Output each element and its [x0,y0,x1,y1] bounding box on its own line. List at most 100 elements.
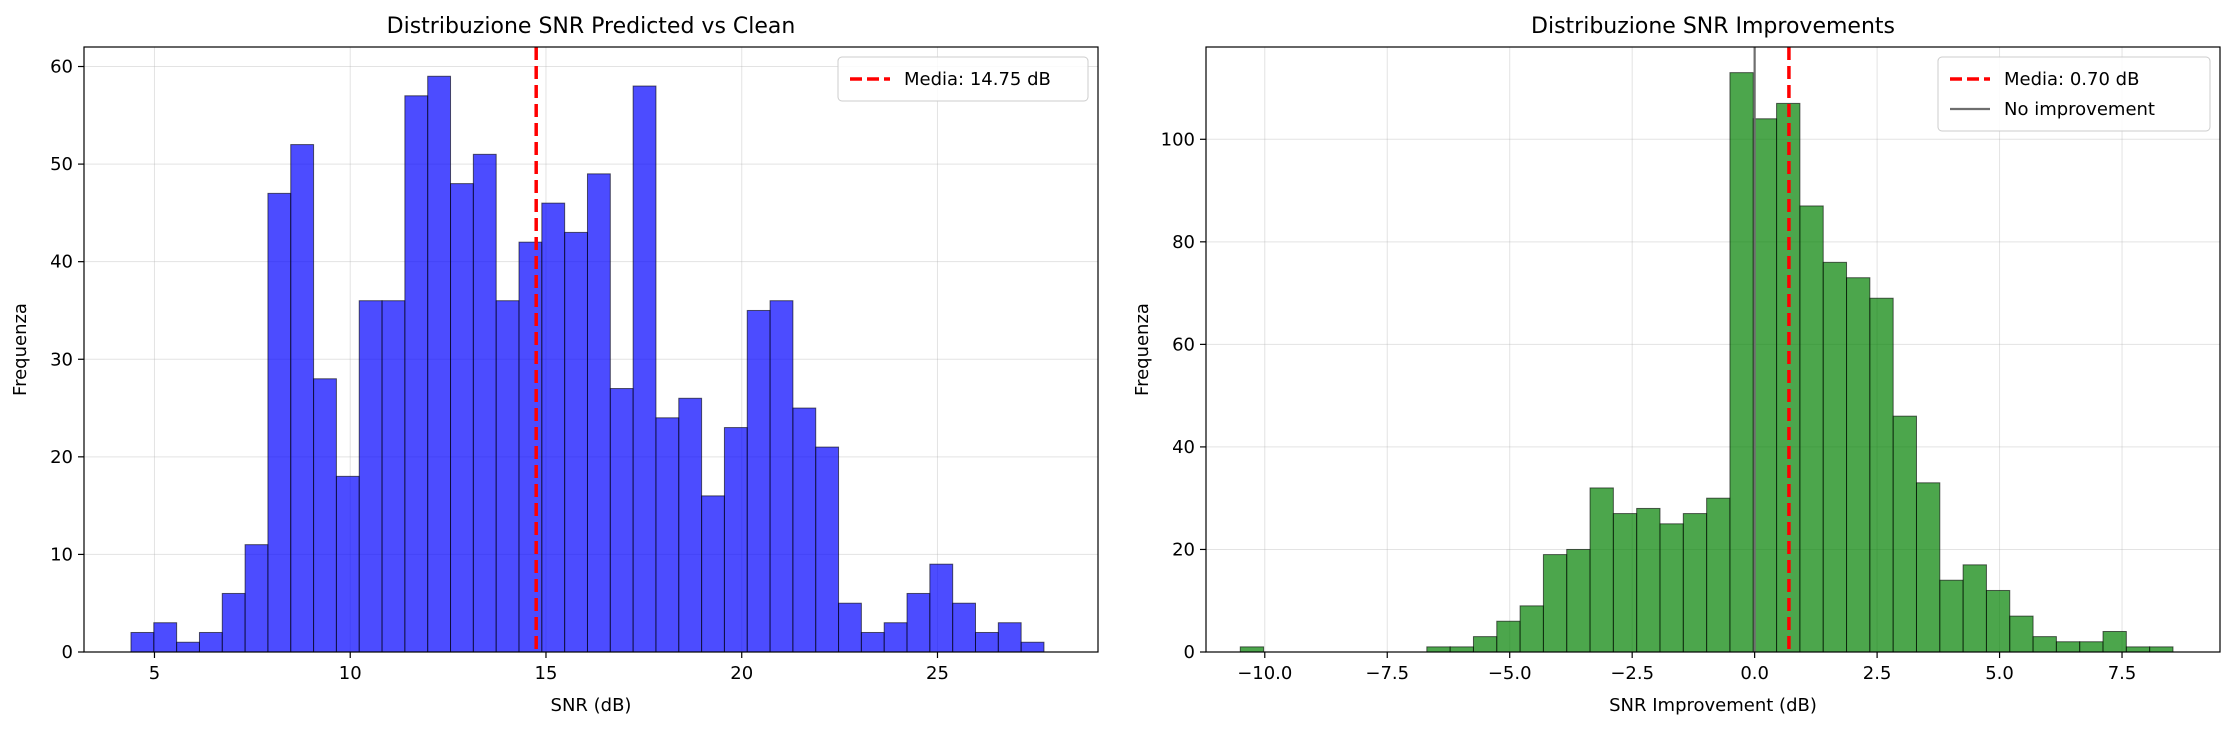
histogram-bar [1449,646,1474,653]
x-tick-label: 2.5 [1863,663,1892,684]
histogram-bar [1985,589,2011,653]
legend-label: Media: 0.70 dB [2004,69,2139,90]
histogram-bar [1542,554,1568,653]
histogram-bar [313,378,337,653]
y-tick-label: 40 [1172,437,1195,458]
histogram-bar [427,75,452,653]
histogram-bar [1589,487,1614,653]
y-axis-label: Frequenza [1132,303,1153,396]
histogram-bar [2102,630,2127,653]
reference-lines [1753,47,1791,652]
histogram-bar [1752,118,1778,653]
histogram-bar [1496,620,1521,653]
histogram-bar [632,85,657,653]
histogram-bar [1869,297,1894,653]
histogram-bar [906,592,931,653]
histogram-bar [153,622,178,653]
x-axis-label: SNR (dB) [551,695,632,716]
histogram-bar [2032,636,2057,653]
histogram-bar [518,241,543,653]
y-tick-label: 80 [1172,232,1195,253]
histogram-bar [1472,636,1498,653]
histogram-bar [198,631,223,653]
histogram-bar [792,407,817,653]
histogram-bar [1426,646,1451,653]
histogram-bar [586,173,611,653]
x-tick-label: 7.5 [2108,663,2137,684]
y-tick-label: 20 [50,447,73,468]
histogram-bar [1846,277,1871,653]
histogram-bar [723,427,748,653]
y-tick-label: 40 [50,252,73,273]
y-tick-label: 60 [1172,334,1195,355]
x-tick-label: −5.0 [1488,663,1532,684]
histogram-bar [2055,641,2081,653]
x-tick-label: 5 [149,663,160,684]
histogram-bar [678,397,703,653]
histogram-bar [2009,615,2034,653]
y-tick-label: 100 [1161,129,1195,150]
axis-ticks: −10.0 −7.5 −5.0 −2.5 0.0 2.5 5.0 7.5 0 20 40 60 80 10… [1161,129,2137,684]
histogram-bar [1682,513,1708,653]
x-tick-label: 15 [535,663,558,684]
histogram-bar [1729,72,1754,653]
x-axis-label: SNR Improvement (dB) [1609,695,1817,716]
histogram-bar [1566,548,1591,653]
histogram-bar [609,388,634,653]
y-tick-label: 0 [62,642,73,663]
histogram-bar [883,622,908,653]
histogram-bar [358,300,383,653]
x-tick-label: 0.0 [1740,663,1769,684]
legend: Media: 14.75 dB [837,56,1089,102]
histogram-bars [1239,72,2174,653]
y-tick-label: 60 [50,57,73,78]
histogram-bar [564,231,588,653]
histogram-bar [495,300,520,653]
histogram-bar [1020,641,1045,653]
histogram-bar [267,192,292,653]
chart-title: Distribuzione SNR Improvements [1531,14,1895,39]
legend: Media: 0.70 dB No improvement [1937,56,2211,132]
histogram-bar [1636,507,1661,653]
histogram-bar [838,602,862,653]
histogram-bar [2149,646,2174,653]
x-tick-label: −2.5 [1610,663,1654,684]
legend-label: Media: 14.75 dB [904,69,1051,90]
x-tick-label: 5.0 [1985,663,2014,684]
histogram-bars [130,75,1045,653]
x-tick-label: 20 [730,663,753,684]
histogram-bar [997,622,1022,653]
histogram-bar [221,592,246,653]
histogram-bar [1799,205,1824,653]
y-tick-label: 20 [1172,539,1195,560]
histogram-bar [244,544,269,653]
histogram-bar [404,95,429,653]
plot-frame [1205,46,2221,653]
histogram-bar [290,144,315,653]
histogram-bar [2125,646,2151,653]
histogram-bar [1239,646,1265,653]
histogram-bar [974,631,999,653]
y-tick-label: 0 [1184,642,1195,663]
histogram-bar [1939,579,1964,653]
chart-title: Distribuzione SNR Predicted vs Clean [387,14,796,39]
axis-ticks: 5 10 15 20 25 0 10 20 30 40 50 60 [50,57,949,684]
x-tick-label: −7.5 [1365,663,1409,684]
histogram-bar [1659,523,1684,653]
histogram-bar [176,641,200,653]
histogram-bar [381,300,406,653]
chart-snr-predicted-vs-clean: Distribuzione SNR Predicted vs Clean SNR… [10,14,1099,716]
histogram-bar [1519,605,1544,653]
histogram-bar [815,446,840,653]
histogram-bar [472,153,497,653]
histogram-bar [1915,482,1941,653]
histogram-bar [1822,261,1848,653]
histogram-bar [335,475,360,653]
x-tick-label: 10 [339,663,362,684]
histogram-bar [1962,564,1987,653]
legend-box [1937,56,2211,132]
histogram-bar [541,202,566,653]
histogram-bar [450,183,474,653]
histogram-bar [769,300,794,653]
